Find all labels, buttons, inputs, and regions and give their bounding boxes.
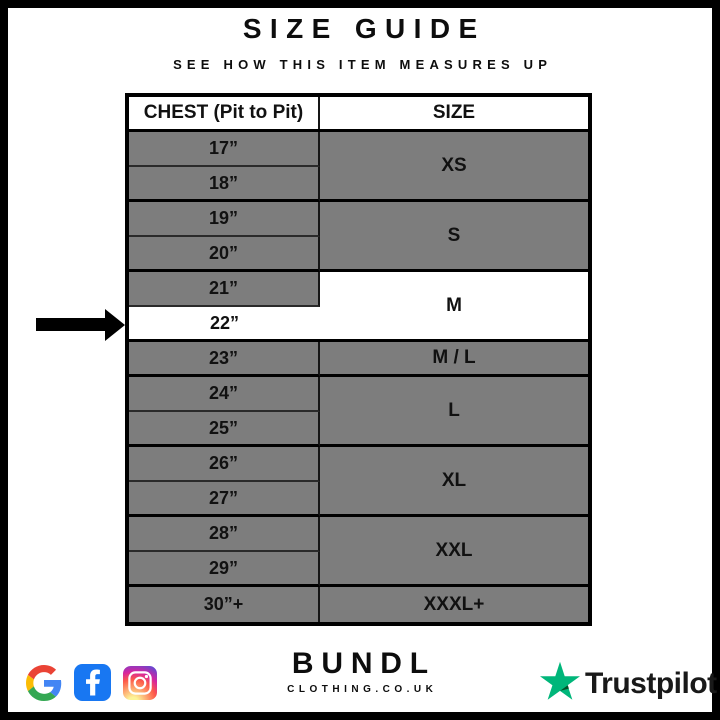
instagram-icon (123, 665, 157, 700)
chest-cell-20: 20” (129, 237, 320, 272)
chest-cell-25: 25” (129, 412, 320, 447)
chest-cell-18: 18” (129, 167, 320, 202)
page-subtitle: SEE HOW THIS ITEM MEASURES UP (173, 57, 553, 72)
size-cell-m-highlighted: M (320, 272, 588, 342)
trustpilot-star-icon (540, 661, 580, 706)
table-body: 17” 18” 19” 20” 21” 22” 23” 24” 25” 26” … (129, 132, 588, 622)
brand-logo: BUNDL CLOTHING.CO.UK (0, 647, 720, 695)
chest-cell-24: 24” (129, 377, 320, 412)
chest-cell-22-highlighted: 22” (129, 307, 320, 342)
chest-cell-29: 29” (129, 552, 320, 587)
brand-name: BUNDL (291, 647, 436, 680)
google-icon (26, 664, 62, 701)
chest-cell-21: 21” (129, 272, 320, 307)
size-cell-xxxl: XXXL+ (320, 587, 588, 622)
table-header-row: CHEST (Pit to Pit) SIZE (129, 97, 588, 132)
trustpilot-wordmark: Trustpilot (585, 666, 717, 700)
chest-column-header: CHEST (Pit to Pit) (129, 97, 320, 129)
size-column: XS S M M / L L XL XXL XXXL+ (320, 132, 588, 622)
chest-cell-19: 19” (129, 202, 320, 237)
social-icons (26, 664, 157, 701)
page-title: SIZE GUIDE (242, 13, 486, 44)
chest-column: 17” 18” 19” 20” 21” 22” 23” 24” 25” 26” … (129, 132, 320, 622)
brand-domain: CLOTHING.CO.UK (287, 684, 438, 695)
arrow-head (105, 308, 125, 341)
size-cell-xl: XL (320, 447, 588, 517)
chest-cell-17: 17” (129, 132, 320, 167)
trustpilot-logo: Trustpilot (540, 661, 717, 706)
chest-cell-26: 26” (129, 447, 320, 482)
chest-cell-28: 28” (129, 517, 320, 552)
heading-block: SIZE GUIDE SEE HOW THIS ITEM MEASURES UP (0, 13, 720, 72)
size-cell-ml: M / L (320, 342, 588, 377)
size-cell-xs: XS (320, 132, 588, 202)
facebook-icon (74, 664, 111, 701)
chest-cell-23: 23” (129, 342, 320, 377)
chest-cell-30plus: 30”+ (129, 587, 320, 622)
size-cell-l: L (320, 377, 588, 447)
row-indicator-arrow-icon (36, 307, 125, 342)
chest-cell-27: 27” (129, 482, 320, 517)
arrow-shaft (36, 318, 105, 331)
size-column-header: SIZE (320, 97, 588, 129)
size-guide-table: CHEST (Pit to Pit) SIZE 17” 18” 19” 20” … (125, 93, 592, 626)
size-cell-xxl: XXL (320, 517, 588, 587)
size-cell-s: S (320, 202, 588, 272)
